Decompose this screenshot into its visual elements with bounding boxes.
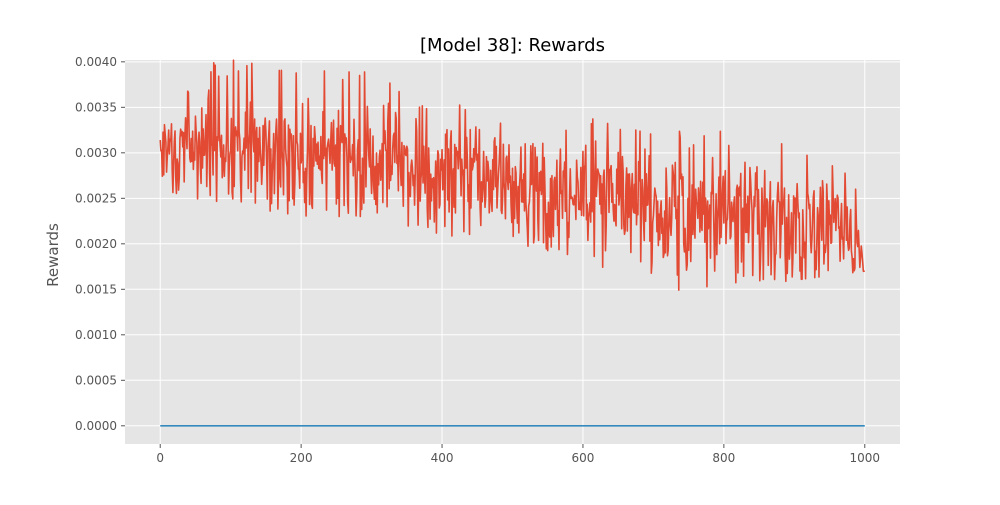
y-axis-label: Rewards xyxy=(44,223,62,287)
y-tick-label: 0.0030 xyxy=(75,146,117,160)
series-0-line xyxy=(159,59,865,291)
x-tick-label: 200 xyxy=(290,451,313,465)
y-tick-label: 0.0035 xyxy=(75,100,117,114)
x-tick-label: 600 xyxy=(572,451,595,465)
x-tick-label: 800 xyxy=(712,451,735,465)
tick-layer: 0 200 400 600 800 1000 0.0000 0.0005 0.0010 0.001… xyxy=(75,55,880,465)
chart-title: [Model 38]: Rewards xyxy=(420,35,605,56)
y-tick-label: 0.0010 xyxy=(75,328,117,342)
x-tick-label: 0 xyxy=(156,451,164,465)
y-tick-label: 0.0005 xyxy=(75,373,117,387)
y-tick-label: 0.0040 xyxy=(75,55,117,69)
plot-area xyxy=(125,60,900,444)
y-tick-label: 0.0015 xyxy=(75,282,117,296)
y-tick-label: 0.0025 xyxy=(75,191,117,205)
series-layer xyxy=(159,59,865,427)
x-tick-label: 1000 xyxy=(849,451,880,465)
x-tick-label: 400 xyxy=(431,451,454,465)
y-tick-label: 0.0020 xyxy=(75,237,117,251)
y-tick-label: 0.0000 xyxy=(75,419,117,433)
